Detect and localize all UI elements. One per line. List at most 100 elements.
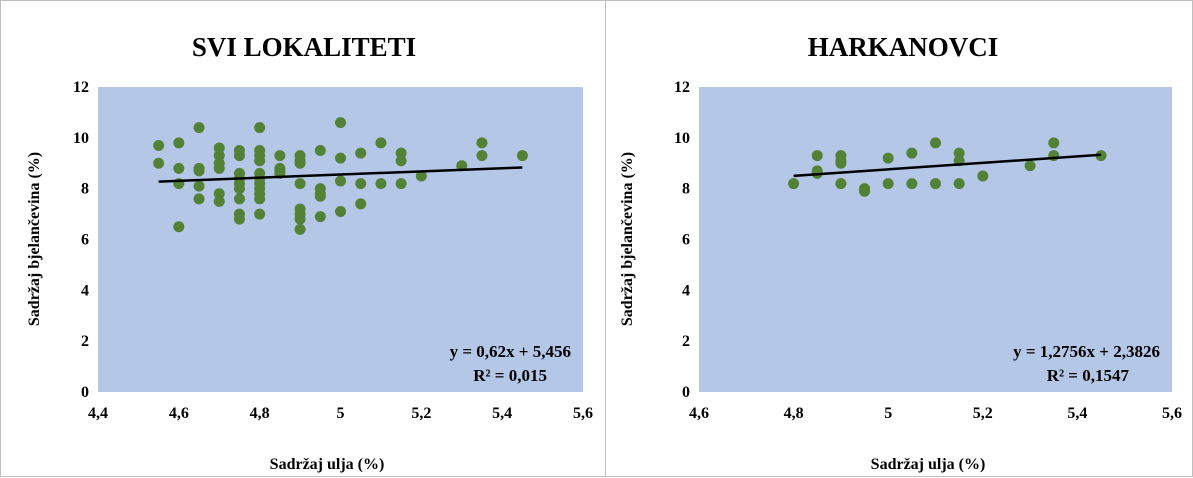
data-point: [173, 162, 185, 174]
y-tick-label: 4: [81, 282, 89, 299]
data-point: [193, 122, 205, 134]
data-point: [294, 223, 306, 235]
data-point: [355, 178, 367, 190]
chart-panel-harkanovci: HARKANOVCI Sadržaj ulja (%) Sadržaj bjel…: [606, 0, 1193, 477]
data-point: [476, 137, 488, 149]
y-tick-label: 10: [73, 130, 89, 147]
data-point: [395, 147, 407, 159]
plot-area: 0 2 4 6 8 10 12 4,4 4,6 4,8 5 5,2 5,4 5,6: [73, 79, 593, 422]
data-point: [314, 145, 326, 157]
y-tick-label: 2: [81, 333, 89, 350]
data-point: [906, 147, 918, 159]
y-axis-label: Sadržaj bjelančevina (%): [26, 152, 43, 326]
data-point: [835, 178, 847, 190]
data-point: [395, 155, 407, 167]
x-tick-label: 4,8: [250, 405, 270, 422]
data-point: [906, 178, 918, 190]
chart-harkanovci: HARKANOVCI Sadržaj ulja (%) Sadržaj bjel…: [619, 32, 1182, 473]
data-point: [882, 152, 894, 164]
data-point: [788, 178, 800, 190]
data-point: [254, 193, 266, 205]
data-point: [213, 150, 225, 162]
data-point: [930, 178, 941, 190]
data-point: [173, 137, 185, 149]
x-tick-label: 5,4: [1067, 405, 1087, 422]
data-point: [254, 208, 266, 220]
data-point: [953, 178, 965, 190]
data-point: [375, 137, 387, 149]
x-tick-label: 4,6: [169, 405, 189, 422]
data-point: [335, 117, 346, 129]
data-point: [233, 193, 245, 205]
y-axis-label: Sadržaj bjelančevina (%): [619, 152, 636, 326]
x-tick-label: 5,2: [411, 405, 431, 422]
data-point: [882, 178, 894, 190]
y-tick-label: 2: [682, 333, 690, 350]
x-axis-label: Sadržaj ulja (%): [871, 456, 986, 473]
x-tick-label: 5: [337, 405, 345, 422]
y-tick-label: 10: [674, 130, 690, 147]
chart-title: HARKANOVCI: [808, 32, 999, 62]
data-point: [335, 206, 346, 218]
data-point: [294, 213, 306, 225]
data-point: [233, 183, 245, 195]
x-axis-label: Sadržaj ulja (%): [270, 456, 385, 473]
data-point: [254, 155, 266, 167]
data-point: [375, 178, 387, 190]
data-point: [415, 170, 427, 182]
data-point: [294, 178, 306, 190]
data-point: [1024, 160, 1036, 172]
y-tick-label: 8: [81, 181, 89, 198]
data-point: [294, 157, 306, 169]
data-point: [233, 150, 245, 162]
data-point: [213, 162, 225, 174]
data-point: [213, 142, 225, 154]
plot-area: 0 2 4 6 8 10 12 4,6 4,8 5 5,2 5,4 5,6: [674, 79, 1182, 422]
trendline: [158, 166, 523, 183]
data-point: [355, 147, 367, 159]
data-point: [335, 175, 346, 187]
y-tick-label: 0: [682, 384, 690, 401]
chart-title: SVI LOKALITETI: [192, 32, 416, 62]
chart-panel-svi-lokaliteti: SVI LOKALITETI Sadržaj ulja (%) Sadržaj …: [0, 0, 606, 477]
data-point: [516, 150, 528, 162]
x-tick-label: 5,6: [1162, 405, 1182, 422]
data-point: [977, 170, 989, 182]
r-squared: R² = 0,015: [473, 366, 547, 385]
trendline: [793, 153, 1102, 178]
data-point: [173, 221, 185, 233]
data-point: [233, 213, 245, 225]
chart-svi-lokaliteti: SVI LOKALITETI Sadržaj ulja (%) Sadržaj …: [26, 32, 593, 473]
x-tick-label: 4,6: [689, 405, 709, 422]
data-point: [859, 185, 871, 197]
y-tick-label: 12: [73, 79, 89, 96]
data-point: [335, 152, 346, 164]
data-point: [193, 165, 205, 177]
data-point: [213, 188, 225, 200]
data-point: [835, 157, 847, 169]
data-point: [193, 193, 205, 205]
data-point: [811, 150, 823, 162]
data-point: [274, 150, 286, 162]
y-tick-label: 12: [674, 79, 690, 96]
data-point: [930, 137, 941, 149]
x-tick-label: 4,4: [88, 405, 108, 422]
x-tick-label: 4,8: [784, 405, 804, 422]
data-point: [476, 150, 488, 162]
data-point: [254, 122, 266, 134]
x-tick-label: 5,4: [492, 405, 512, 422]
y-tick-label: 4: [682, 282, 690, 299]
y-tick-label: 6: [81, 232, 89, 249]
data-point: [395, 178, 407, 190]
data-point: [355, 198, 367, 210]
x-tick-label: 5,6: [573, 405, 593, 422]
data-point: [213, 195, 225, 207]
data-point: [314, 211, 326, 223]
data-point: [153, 139, 165, 151]
y-tick-label: 8: [682, 181, 690, 198]
trendline-equation: y = 0,62x + 5,456: [450, 342, 571, 361]
trendline-equation: y = 1,2756x + 2,3826: [1013, 342, 1160, 361]
data-point: [1048, 137, 1060, 149]
x-tick-label: 5: [884, 405, 892, 422]
data-point: [193, 180, 205, 192]
